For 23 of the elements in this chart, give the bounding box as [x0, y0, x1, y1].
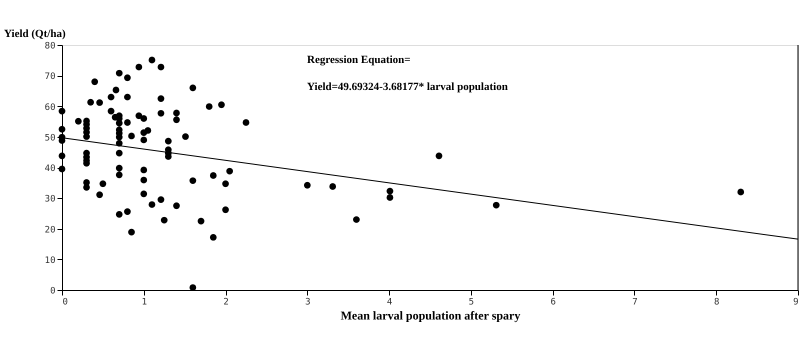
annotation: Regression Equation= [307, 54, 411, 66]
annotation: Yield=49.69324-3.68177* larval population [307, 81, 508, 93]
y-tick-label: 40 [44, 164, 56, 174]
x-tick-label: 4 [386, 298, 392, 308]
x-axis-title: Mean larval population after spary [340, 308, 520, 322]
x-tick-label: 3 [305, 298, 311, 308]
x-tick-label: 5 [468, 298, 474, 308]
y-tick-label: 70 [44, 72, 56, 82]
y-tick-label: 80 [44, 42, 56, 52]
x-tick-label: 9 [793, 298, 798, 308]
x-tick-label: 1 [142, 298, 147, 308]
y-axis-title: Yield (Qt/ha) [4, 28, 66, 40]
y-tick-label: 20 [44, 225, 56, 236]
y-tick-label: 60 [44, 102, 56, 113]
y-tick-label: 50 [44, 133, 56, 144]
x-tick-label: 0 [62, 298, 68, 308]
x-tick-label: 6 [550, 298, 556, 308]
x-tick-label: 2 [223, 298, 229, 308]
x-tick-label: 8 [714, 298, 720, 308]
y-tick-label: 0 [50, 286, 56, 296]
x-tick-label: 7 [632, 298, 638, 308]
y-tick-label: 10 [44, 256, 56, 266]
y-tick-label: 30 [44, 194, 56, 205]
